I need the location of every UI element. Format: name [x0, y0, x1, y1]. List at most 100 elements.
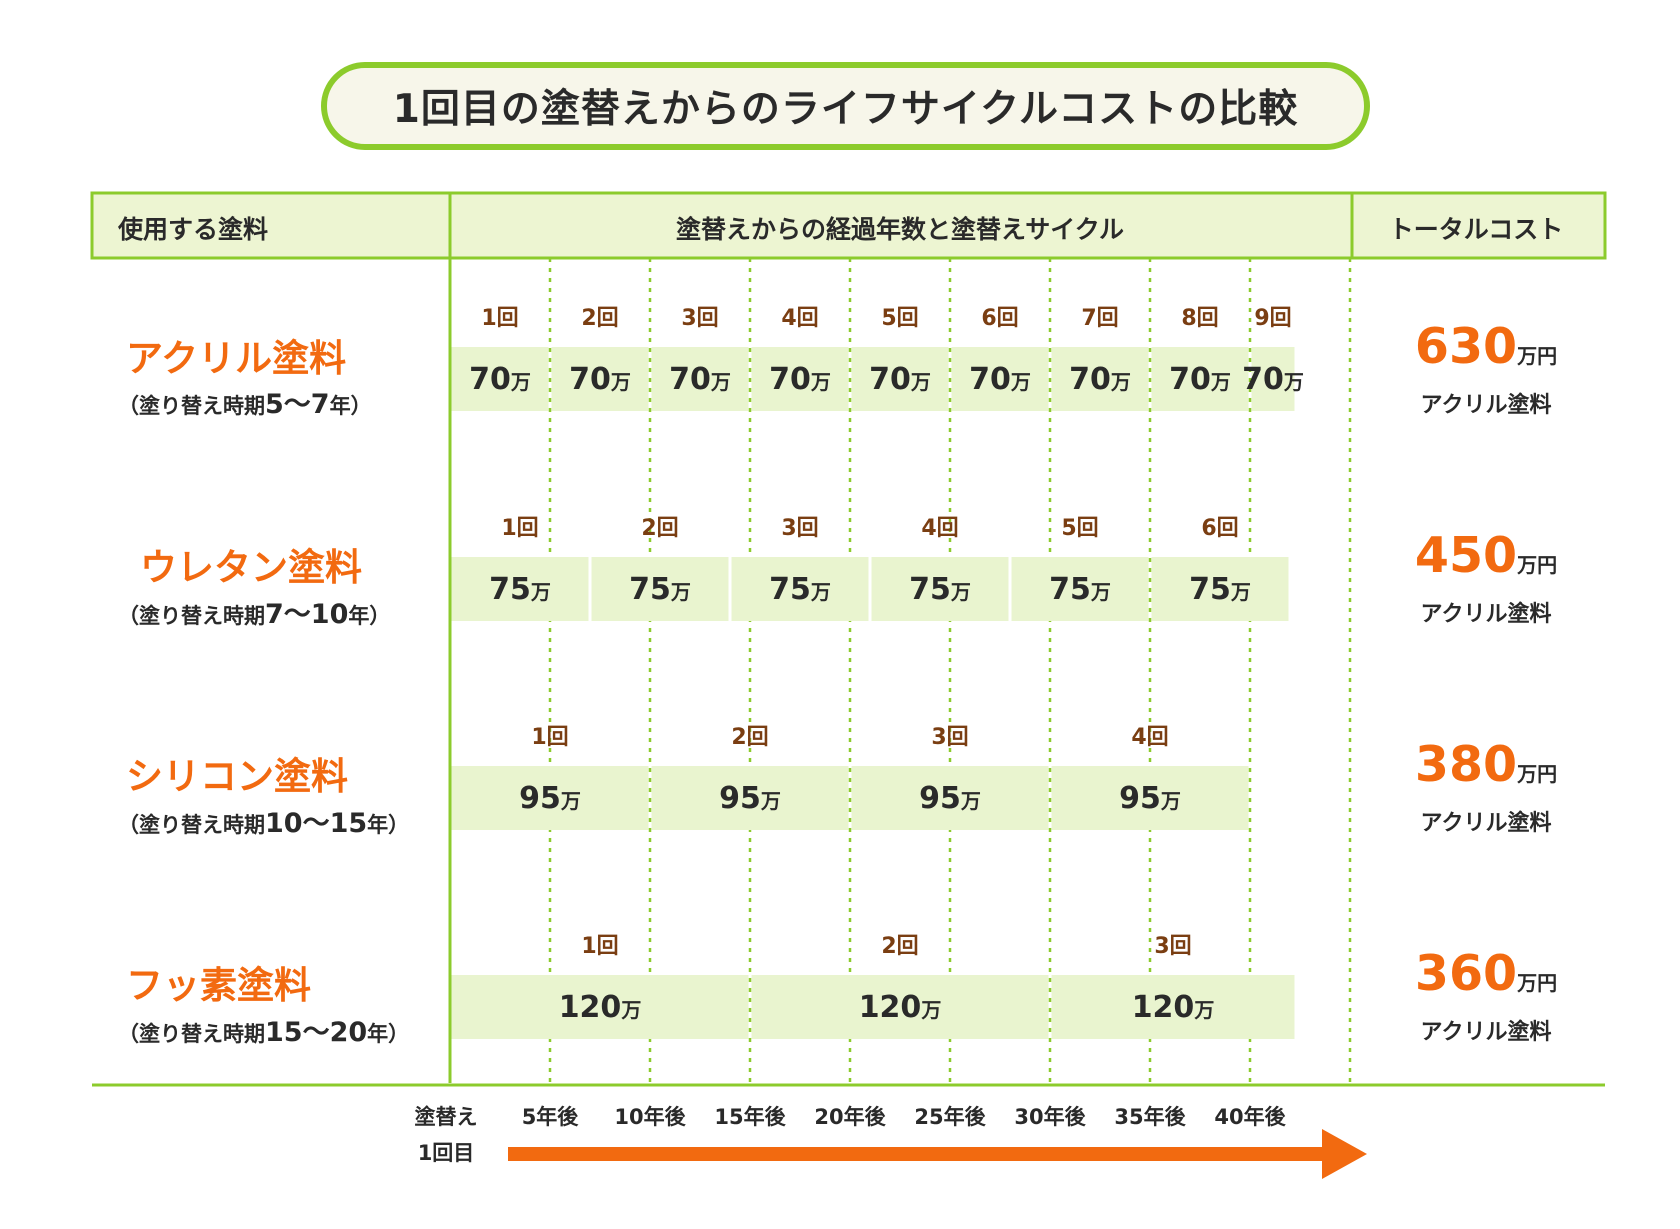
x-tick-label-1: 5年後	[522, 1105, 580, 1129]
cost-number: 95	[519, 781, 561, 816]
cost-value-3-2: 95万	[719, 781, 781, 816]
cost-cell-2-2	[591, 557, 729, 621]
cost-cell-1-7	[1051, 347, 1149, 411]
period-suffix: 年）	[329, 394, 372, 418]
count-label-1-4: 4回	[781, 306, 818, 331]
cost-number: 75	[1189, 572, 1231, 607]
count-label-3-2: 2回	[731, 725, 768, 750]
cost-cell-1-9	[1251, 347, 1295, 411]
cost-value-2-5: 75万	[1049, 572, 1111, 607]
cost-unit: 万	[530, 580, 551, 604]
cost-unit: 万	[1283, 370, 1304, 394]
total-unit: 万円	[1517, 553, 1558, 577]
cost-number: 70	[669, 362, 711, 397]
cost-number: 95	[1119, 781, 1161, 816]
count-label-3-1: 1回	[531, 725, 568, 750]
cost-number: 70	[569, 362, 611, 397]
count-label-1-8: 8回	[1181, 306, 1218, 331]
paint-period-silicone: （塗り替え時期10～15年）	[118, 801, 409, 840]
paint-period-fluorine: （塗り替え時期15～20年）	[118, 1010, 409, 1049]
x-tick-label-7: 35年後	[1114, 1105, 1186, 1129]
cost-unit: 万	[1090, 580, 1111, 604]
count-label-2-1: 1回	[501, 516, 538, 541]
paint-period-urethane: （塗り替え時期7～10年）	[118, 592, 390, 631]
x-tick-label-2: 10年後	[614, 1105, 686, 1129]
cost-number: 70	[869, 362, 911, 397]
total-fluorine: 360万円	[1357, 945, 1615, 1002]
period-prefix: （塗り替え時期	[118, 394, 265, 418]
header-timeline: 塗替えからの経過年数と塗替えサイクル	[675, 215, 1124, 244]
count-label-4-1: 1回	[581, 934, 618, 959]
cost-number: 70	[769, 362, 811, 397]
count-label-2-5: 5回	[1061, 516, 1098, 541]
cost-number: 70	[1242, 362, 1284, 397]
timeline-arrow-head	[1322, 1129, 1367, 1179]
cost-cell-1-6	[951, 347, 1049, 411]
cost-value-1-1: 70万	[469, 362, 531, 397]
total-urethane: 450万円	[1357, 527, 1615, 584]
cost-cell-3-3	[851, 766, 1049, 830]
total-unit: 万円	[1517, 762, 1558, 786]
cost-number: 120	[1132, 990, 1195, 1025]
cost-number: 120	[859, 990, 922, 1025]
cost-value-4-1: 120万	[559, 990, 642, 1025]
cost-cell-1-2	[551, 347, 649, 411]
cost-cell-4-2	[751, 975, 1049, 1039]
header-total: トータルコスト	[1388, 215, 1564, 244]
count-label-1-1: 1回	[481, 306, 518, 331]
cost-cell-1-3	[651, 347, 749, 411]
cost-value-2-6: 75万	[1189, 572, 1251, 607]
x-tick-label-5: 25年後	[914, 1105, 986, 1129]
cost-cell-2-4	[871, 557, 1009, 621]
cost-cell-1-5	[851, 347, 949, 411]
cost-unit: 万	[810, 370, 831, 394]
total-label-urethane: アクリル塗料	[1420, 602, 1552, 627]
cost-value-2-2: 75万	[629, 572, 691, 607]
period-prefix: （塗り替え時期	[118, 813, 265, 837]
cost-value-1-9: 70万	[1242, 362, 1304, 397]
cost-unit: 万	[1193, 998, 1214, 1022]
cost-number: 95	[719, 781, 761, 816]
cost-number: 70	[1169, 362, 1211, 397]
cost-cell-2-3	[731, 557, 869, 621]
total-label-silicone: アクリル塗料	[1420, 811, 1552, 836]
cost-unit: 万	[950, 580, 971, 604]
total-silicone: 380万円	[1357, 736, 1615, 793]
cost-unit: 万	[670, 580, 691, 604]
cost-cell-3-2	[651, 766, 849, 830]
x-tick-label-4: 20年後	[814, 1105, 886, 1129]
count-label-2-4: 4回	[921, 516, 958, 541]
count-label-2-6: 6回	[1201, 516, 1238, 541]
cost-cell-4-1	[451, 975, 749, 1039]
total-value: 380	[1414, 736, 1518, 793]
cost-number: 75	[1049, 572, 1091, 607]
axis-start-line2: 1回目	[417, 1141, 475, 1165]
count-label-2-2: 2回	[641, 516, 678, 541]
period-range: 7～10	[265, 599, 349, 630]
cost-cell-4-3	[1051, 975, 1295, 1039]
cost-unit: 万	[910, 370, 931, 394]
cost-value-1-3: 70万	[669, 362, 731, 397]
paint-name-fluorine: フッ素塗料	[126, 964, 311, 1007]
period-range: 10～15	[265, 808, 368, 839]
cost-value-1-5: 70万	[869, 362, 931, 397]
cost-number: 120	[559, 990, 622, 1025]
count-label-1-5: 5回	[881, 306, 918, 331]
cost-value-1-7: 70万	[1069, 362, 1131, 397]
cost-value-2-3: 75万	[769, 572, 831, 607]
cost-value-2-4: 75万	[909, 572, 971, 607]
cost-unit: 万	[610, 370, 631, 394]
x-tick-label-8: 40年後	[1214, 1105, 1286, 1129]
cost-cell-3-1	[451, 766, 649, 830]
x-tick-label-3: 15年後	[714, 1105, 786, 1129]
x-tick-label-6: 30年後	[1014, 1105, 1086, 1129]
cost-cell-1-1	[451, 347, 549, 411]
cost-value-2-1: 75万	[489, 572, 551, 607]
cost-unit: 万	[1160, 789, 1181, 813]
total-acrylic: 630万円	[1357, 318, 1615, 375]
cost-value-1-2: 70万	[569, 362, 631, 397]
paint-name-urethane: ウレタン塗料	[140, 546, 362, 589]
total-unit: 万円	[1517, 344, 1558, 368]
cost-number: 70	[1069, 362, 1111, 397]
